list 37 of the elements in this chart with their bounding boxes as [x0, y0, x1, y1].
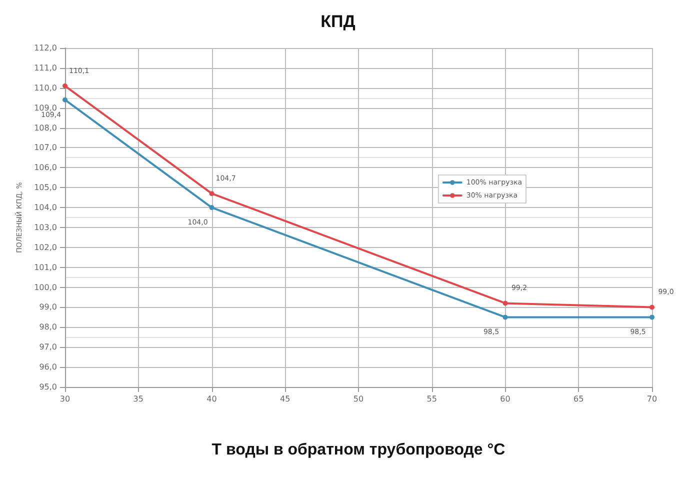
y-tick-label: 103,0 — [34, 222, 57, 232]
point — [62, 97, 68, 102]
y-tick-label: 108,0 — [34, 123, 57, 132]
point — [502, 300, 508, 306]
x-tick-label: 60 — [500, 394, 510, 404]
x-axis-title: T воды в обратном трубопроводе °C — [212, 442, 506, 458]
y-tick-label: 101,0 — [34, 262, 57, 272]
chart-title: КПД — [320, 12, 356, 31]
x-tick-label: 45 — [280, 394, 290, 404]
y-tick-label: 98,0 — [39, 322, 57, 332]
y-tick-label: 106,0 — [34, 163, 57, 172]
y-tick-label: 95,0 — [39, 382, 57, 392]
y-tick-label: 102,0 — [34, 242, 57, 252]
x-tick-label: 35 — [133, 394, 144, 404]
x-tick-label: 50 — [353, 394, 364, 404]
x-tick-label: 55 — [426, 394, 437, 404]
point — [209, 205, 214, 210]
point — [650, 304, 654, 310]
y-tick-label: 97,0 — [39, 342, 57, 352]
y-tick-label: 110,0 — [34, 83, 57, 92]
y-tick-label: 107,0 — [34, 143, 57, 152]
y-tick-label: 96,0 — [39, 362, 57, 372]
y-tick-label: 109,0 — [34, 103, 57, 112]
y-tick-label: 111,0 — [34, 63, 57, 72]
point — [650, 314, 654, 320]
y-tick-label: 100,0 — [34, 282, 57, 292]
point — [209, 191, 214, 196]
point — [502, 314, 508, 320]
x-tick-label: 30 — [60, 394, 70, 404]
y-tick-label: 104,0 — [34, 203, 57, 212]
x-tick-label: 40 — [206, 394, 217, 404]
point — [62, 83, 68, 88]
x-tick-label: 65 — [574, 394, 584, 404]
y-tick-label: 105,0 — [34, 183, 57, 192]
x-tick-label: 70 — [646, 394, 658, 404]
y-tick-label: 112,0 — [34, 44, 57, 52]
y-tick-label: 99,0 — [39, 302, 57, 312]
